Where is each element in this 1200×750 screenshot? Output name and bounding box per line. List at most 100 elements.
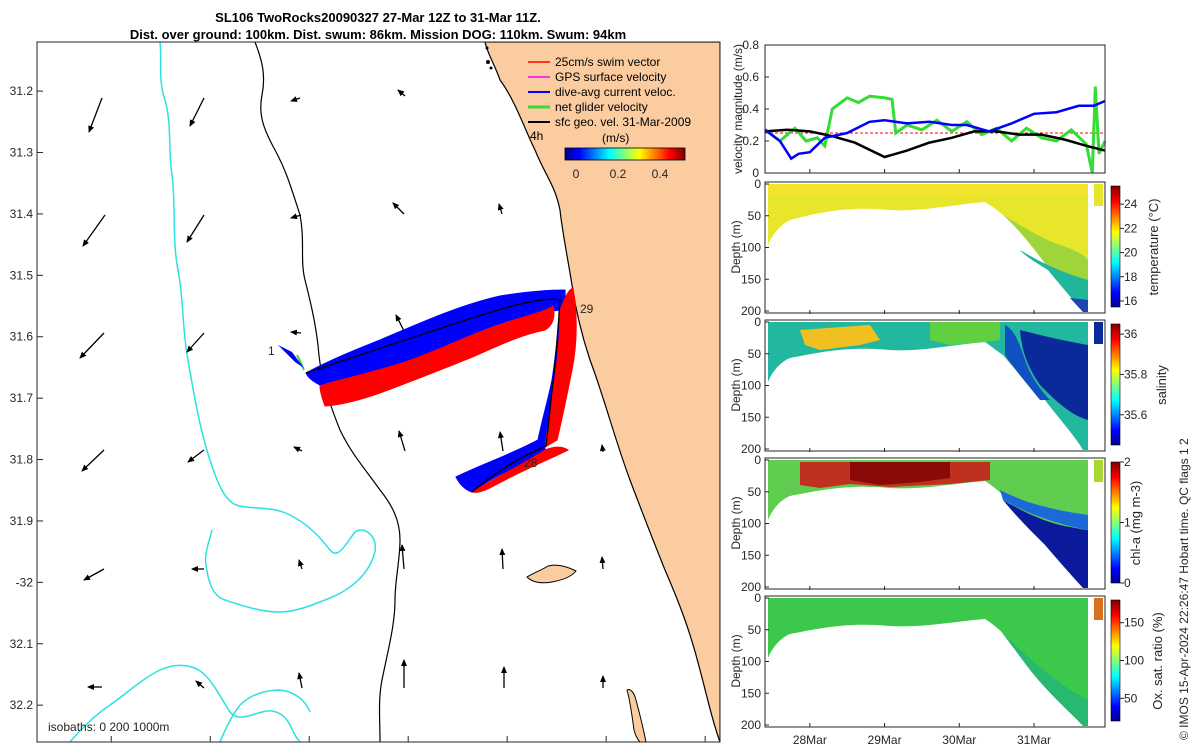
swim-vector-band	[319, 287, 577, 493]
map-colorbar-tick: 0.4	[652, 167, 669, 181]
depth-tick-label: 0	[754, 315, 761, 329]
land-area	[484, 42, 720, 742]
map-ytick-label: 31.4	[10, 207, 34, 221]
garden-island	[626, 689, 647, 742]
salinity-colorbar	[1110, 323, 1121, 446]
title-line1: SL106 TwoRocks20090327 27-Mar 12Z to 31-…	[215, 10, 541, 25]
colorbar-tick-label: 50	[1124, 691, 1138, 705]
map-ytick-label: 31.9	[10, 514, 34, 528]
colorbar-tick-label: 35.6	[1124, 408, 1148, 422]
oxygen-colorbar	[1110, 599, 1121, 722]
geo-arrow	[186, 332, 205, 353]
temperature-ylabel: Depth (m)	[729, 220, 743, 273]
map-colorbar-tick: 0	[573, 167, 580, 181]
velocity-ylabel: velocity magnitude (m/s)	[731, 44, 745, 174]
legend-label-geo: sfc geo. vel. 31-Mar-2009	[555, 115, 691, 129]
depth-tick-label: 200	[741, 580, 761, 594]
depth-tick-label: 150	[741, 272, 761, 286]
geo-arrow	[599, 444, 606, 453]
velocity-ticks: 0 0.2 0.4 0.6 0.8	[742, 38, 769, 180]
track-label-start: 1	[268, 344, 275, 358]
depth-tick-label: 200	[741, 442, 761, 456]
temperature-panel: 0 50 100 150 200 Depth (m) 16 18 20 22 24 temper…	[729, 177, 1161, 318]
chl-high-core	[850, 462, 950, 485]
velocity-ytick-label: 0.2	[742, 134, 759, 148]
chl-mid-deep	[1000, 490, 1088, 530]
geo-arrow	[187, 449, 205, 463]
salinity-low-core	[1020, 330, 1088, 420]
map-ytick-label: 31.6	[10, 330, 34, 344]
isobath-1000-south	[69, 664, 301, 742]
legend-label-swim: 25cm/s swim vector	[555, 55, 660, 69]
map-ytick-label: 31.5	[10, 268, 34, 282]
geo-arrow	[392, 202, 405, 215]
geo-arrow	[290, 329, 302, 336]
rottnest-island	[526, 564, 577, 584]
depth-tick-label: 150	[741, 548, 761, 562]
depth-tick-label: 200	[741, 718, 761, 732]
geo-arrow	[497, 203, 504, 215]
isobaths-label: isobaths: 0 200 1000m	[48, 720, 169, 734]
time-tick-label: 31Mar	[1017, 733, 1051, 747]
map-ytick-label: 31.7	[10, 391, 34, 405]
temperature-deep	[1020, 250, 1088, 312]
map-ticks: 114.6114.8115115.2115.4115.6115.831.231.…	[10, 84, 706, 742]
isobath-1000-south2	[219, 689, 311, 742]
geo-arrow	[397, 89, 406, 97]
oxygen-ylabel: Depth (m)	[729, 634, 743, 687]
temperature-colorbar	[1110, 185, 1121, 308]
map-ytick-label: 32.1	[10, 637, 34, 651]
temperature-colorbar-label: temperature (°C)	[1146, 199, 1161, 296]
depth-tick-label: 150	[741, 686, 761, 700]
geo-arrow	[186, 214, 205, 243]
map-ytick-label: 31.2	[10, 84, 34, 98]
colorbar-tick-label: 36	[1124, 327, 1138, 341]
colorbar-tick-label: 0	[1124, 576, 1131, 590]
geo-arrow	[83, 568, 105, 581]
depth-tick-label: 50	[748, 485, 762, 499]
geo-arrow	[397, 430, 406, 452]
salinity-extra-profile	[1094, 322, 1103, 344]
salinity-low-core2	[1005, 325, 1050, 400]
velocity-series-3	[764, 128, 1106, 159]
colorbar-tick-label: 20	[1124, 246, 1138, 260]
velocity-series-0	[764, 99, 1106, 161]
geo-arrow	[599, 556, 606, 570]
oxygen-field	[768, 598, 1088, 726]
colorbar-tick-label: 35.8	[1124, 367, 1148, 381]
velocity-ytick-label: 0.4	[742, 102, 759, 116]
chl-yticks: 0 50 100 150 200	[741, 453, 769, 594]
time-tick-label: 29Mar	[868, 733, 902, 747]
time-axis-ticks: 28Mar 29Mar 30Mar 31Mar	[793, 169, 1051, 747]
salinity-colorbar-ticks: 35.6 35.8 36	[1120, 327, 1148, 422]
velocity-ytick-label: 0.6	[742, 70, 759, 84]
colorbar-tick-label: 150	[1124, 616, 1144, 630]
copyright-footer: © IMOS 15-Apr-2024 22:26:47 Hobart time.…	[1177, 438, 1191, 740]
velocity-ytick-label: 0.8	[742, 38, 759, 52]
map-ytick-label: 31.8	[10, 453, 34, 467]
chl-ylabel: Depth (m)	[729, 496, 743, 549]
oxygen-deep	[1000, 630, 1088, 726]
track-label-end: 28	[524, 456, 538, 470]
chl-colorbar-ticks: 0 1 2	[1120, 455, 1131, 590]
legend-label-gps: GPS surface velocity	[555, 70, 666, 84]
velocity-series-1	[764, 86, 1107, 174]
depth-tick-label: 150	[741, 410, 761, 424]
isobath-1000-west	[159, 42, 377, 613]
colorbar-tick-label: 2	[1124, 455, 1131, 469]
colorbar-tick-label: 24	[1124, 197, 1138, 211]
depth-tick-label: 100	[741, 241, 761, 255]
velocity-panel: 0 0.2 0.4 0.6 0.8 velocity magnitude (m/s)	[731, 38, 1107, 180]
colorbar-tick-label: 100	[1124, 654, 1144, 668]
geo-arrow	[195, 680, 205, 689]
geo-arrow	[88, 97, 103, 133]
velocity-series	[764, 86, 1107, 174]
temperature-deepest	[1070, 298, 1088, 312]
geo-arrow	[81, 449, 105, 472]
temperature-field	[768, 184, 1088, 312]
map-ytick-label: -32	[16, 575, 34, 589]
legend-label-dac: dive-avg current veloc.	[555, 85, 676, 99]
salinity-colorbar-label: salinity	[1154, 365, 1169, 405]
salinity-mid-band	[930, 322, 1000, 345]
